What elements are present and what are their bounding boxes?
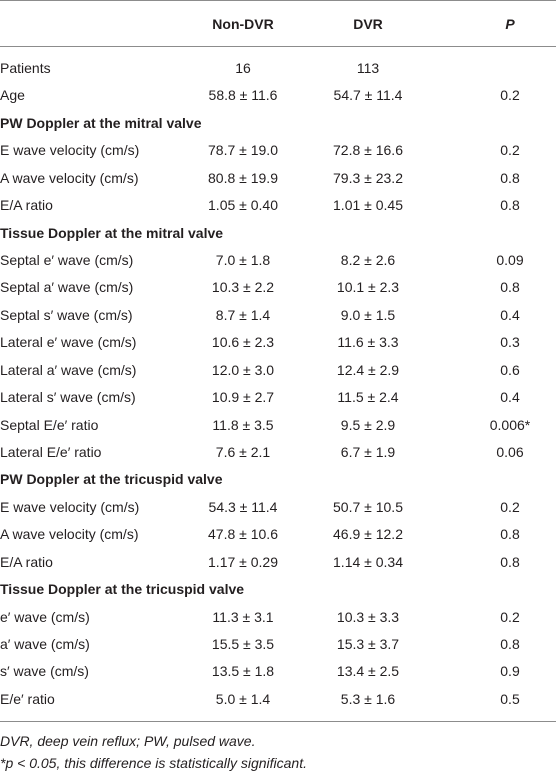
cell: 47.8 ± 10.6 bbox=[208, 526, 278, 543]
cell: 15.3 ± 3.7 bbox=[336, 636, 400, 653]
cell: 15.5 ± 3.5 bbox=[211, 636, 275, 653]
cell: 10.3 ± 2.2 bbox=[211, 279, 275, 296]
rule bbox=[0, 721, 556, 722]
cell: 11.3 ± 3.1 bbox=[212, 608, 274, 625]
cell: 5.3 ± 1.6 bbox=[340, 690, 396, 707]
row-label: E wave velocity (cm/s) bbox=[0, 142, 140, 159]
row-label: s′ wave (cm/s) bbox=[0, 663, 89, 680]
cell: 7.0 ± 1.8 bbox=[215, 252, 271, 268]
cell: 113 bbox=[356, 60, 380, 76]
cell: 54.3 ± 11.4 bbox=[208, 498, 278, 515]
row-label: Septal E/e′ ratio bbox=[0, 416, 99, 433]
row-label: A wave velocity (cm/s) bbox=[0, 526, 139, 543]
cell: 0.9 bbox=[500, 663, 520, 680]
cell: 12.4 ± 2.9 bbox=[336, 361, 400, 378]
cell: 8.7 ± 1.4 bbox=[215, 306, 271, 323]
row-label: E/A ratio bbox=[0, 197, 53, 214]
section-header: PW Doppler at the tricuspid valve bbox=[0, 471, 223, 488]
row-label: E/A ratio bbox=[0, 553, 53, 570]
footnote: DVR, deep vein reflux; PW, pulsed wave. bbox=[0, 733, 256, 749]
row-label: Age bbox=[0, 87, 25, 104]
cell: 1.14 ± 0.34 bbox=[333, 553, 403, 570]
cell: 0.006* bbox=[489, 416, 531, 433]
column-header: Non-DVR bbox=[212, 16, 274, 32]
cell: 0.5 bbox=[500, 690, 520, 707]
cell: 0.2 bbox=[500, 608, 520, 625]
cell: 10.9 ± 2.7 bbox=[211, 389, 275, 406]
cell: 50.7 ± 10.5 bbox=[333, 498, 403, 515]
cell: 10.3 ± 3.3 bbox=[336, 608, 400, 625]
cell: 12.0 ± 3.0 bbox=[211, 361, 275, 378]
column-header: DVR bbox=[353, 16, 383, 32]
cell: 16 bbox=[235, 60, 251, 76]
row-label: Septal s′ wave (cm/s) bbox=[0, 306, 133, 323]
cell: 11.8 ± 3.5 bbox=[212, 416, 274, 433]
cell: 58.8 ± 11.6 bbox=[208, 87, 278, 104]
cell: 0.8 bbox=[500, 169, 520, 186]
cell: 78.7 ± 19.0 bbox=[208, 142, 278, 159]
footnote: *p < 0.05, this difference is statistica… bbox=[0, 755, 307, 771]
cell: 8.2 ± 2.6 bbox=[340, 252, 396, 268]
cell: 0.6 bbox=[500, 361, 520, 378]
row-label: Patients bbox=[0, 60, 51, 76]
cell: 7.6 ± 2.1 bbox=[215, 444, 271, 461]
cell: 1.01 ± 0.45 bbox=[333, 197, 403, 214]
cell: 5.0 ± 1.4 bbox=[215, 690, 271, 707]
row-label: Lateral E/e′ ratio bbox=[0, 444, 102, 461]
section-header: PW Doppler at the mitral valve bbox=[0, 114, 202, 131]
cell: 0.3 bbox=[500, 334, 520, 351]
cell: 11.5 ± 2.4 bbox=[337, 389, 399, 406]
rule bbox=[0, 0, 556, 1]
row-label: Lateral a′ wave (cm/s) bbox=[0, 361, 137, 378]
row-label: a′ wave (cm/s) bbox=[0, 636, 90, 653]
row-label: e′ wave (cm/s) bbox=[0, 608, 90, 625]
row-label: A wave velocity (cm/s) bbox=[0, 169, 139, 186]
row-label: Lateral s′ wave (cm/s) bbox=[0, 389, 136, 406]
row-label: Septal e′ wave (cm/s) bbox=[0, 252, 134, 268]
cell: 13.5 ± 1.8 bbox=[211, 663, 275, 680]
cell: 10.1 ± 2.3 bbox=[336, 279, 400, 296]
cell: 1.05 ± 0.40 bbox=[208, 197, 278, 214]
row-label: E/e′ ratio bbox=[0, 690, 55, 707]
cell: 54.7 ± 11.4 bbox=[333, 87, 403, 104]
column-header: P bbox=[505, 16, 515, 32]
cell: 1.17 ± 0.29 bbox=[208, 553, 278, 570]
cell: 6.7 ± 1.9 bbox=[340, 444, 396, 461]
row-label: Lateral e′ wave (cm/s) bbox=[0, 334, 137, 351]
cell: 0.4 bbox=[500, 306, 520, 323]
cell: 0.2 bbox=[500, 87, 520, 104]
cell: 9.5 ± 2.9 bbox=[340, 416, 396, 433]
cell: 0.8 bbox=[500, 197, 520, 214]
row-label: E wave velocity (cm/s) bbox=[0, 498, 140, 515]
section-header: Tissue Doppler at the mitral valve bbox=[0, 224, 224, 241]
cell: 0.8 bbox=[500, 553, 520, 570]
cell: 13.4 ± 2.5 bbox=[336, 663, 400, 680]
cell: 72.8 ± 16.6 bbox=[333, 142, 403, 159]
cell: 79.3 ± 23.2 bbox=[333, 169, 403, 186]
cell: 80.8 ± 19.9 bbox=[208, 169, 278, 186]
cell: 0.8 bbox=[500, 279, 520, 296]
cell: 11.6 ± 3.3 bbox=[337, 334, 399, 351]
row-label: Septal a′ wave (cm/s) bbox=[0, 279, 134, 296]
cell: 0.4 bbox=[500, 389, 520, 406]
cell: 0.8 bbox=[500, 636, 520, 653]
cell: 0.09 bbox=[496, 252, 524, 268]
cell: 10.6 ± 2.3 bbox=[211, 334, 275, 351]
cell: 0.2 bbox=[500, 142, 520, 159]
cell: 46.9 ± 12.2 bbox=[333, 526, 403, 543]
cell: 0.06 bbox=[496, 444, 524, 461]
cell: 0.2 bbox=[500, 498, 520, 515]
cell: 9.0 ± 1.5 bbox=[340, 306, 396, 323]
cell: 0.8 bbox=[500, 526, 520, 543]
section-header: Tissue Doppler at the tricuspid valve bbox=[0, 581, 245, 598]
rule bbox=[0, 46, 556, 47]
